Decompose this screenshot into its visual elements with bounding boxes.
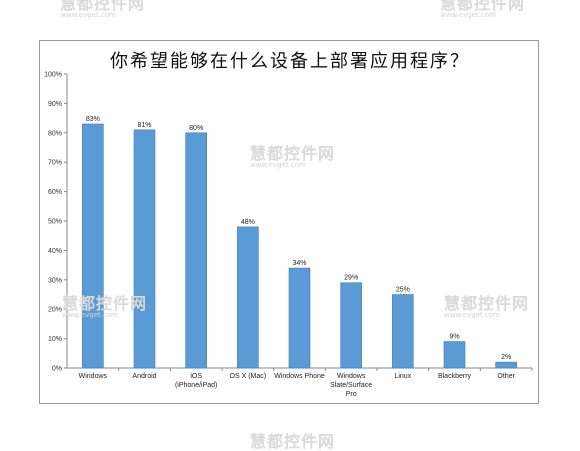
- x-tick-label: OS X (Mac): [230, 373, 267, 380]
- bar: [443, 341, 466, 369]
- y-tick-label: 60%: [48, 189, 62, 196]
- y-tick-label: 100%: [44, 72, 62, 79]
- data-label: 83%: [86, 116, 100, 123]
- data-label: 81%: [137, 122, 151, 129]
- y-tick-label: 0%: [52, 366, 62, 373]
- x-tick-label: Windows: [79, 373, 108, 380]
- watermark: 慧都控件网: [250, 432, 336, 451]
- chart-title: 你希望能够在什么设备上部署应用程序？: [110, 51, 470, 72]
- x-tick-label-line: Slate/Surface: [330, 382, 372, 389]
- x-tick-label-line: Windows Phone: [274, 373, 325, 380]
- bar: [495, 361, 517, 369]
- y-tick-label: 80%: [48, 130, 62, 137]
- y-tick-label: 10%: [48, 336, 62, 343]
- bar: [340, 282, 362, 369]
- data-label: 2%: [501, 354, 511, 361]
- bar-chart: 0% 10% 20% 30% 40% 50% 60% 70% 80% 90% 100% 83% Wind…: [44, 72, 533, 398]
- x-tick-label-line: Blackberry: [438, 373, 472, 380]
- data-label: 48%: [241, 219, 255, 226]
- x-tick-label-line: Pro: [346, 391, 357, 398]
- watermark: 慧都控件网 www.evget.com: [60, 0, 146, 19]
- x-tick-label: Linux: [394, 373, 411, 380]
- x-tick-label-line: Windows: [337, 373, 366, 380]
- x-tick-label: Android: [132, 373, 156, 380]
- watermark: 慧都控件网 www.evget.com: [440, 0, 526, 19]
- data-label: 34%: [292, 260, 306, 267]
- y-tick-label: 90%: [48, 101, 62, 108]
- y-tick-label: 20%: [48, 307, 62, 314]
- y-tick-label: 50%: [48, 219, 62, 226]
- y-tick-label: 40%: [48, 248, 62, 255]
- x-tick-label-line: OS X (Mac): [230, 373, 267, 380]
- x-tick-label: iOS (iPhone/iPad): [175, 373, 217, 389]
- y-tick-label: 30%: [48, 277, 62, 284]
- x-tick-label-line: Android: [132, 373, 156, 380]
- data-label: 25%: [396, 287, 410, 294]
- x-tick-label: Other: [497, 373, 515, 380]
- watermark: 慧都控件网 www.evget.com: [250, 144, 336, 169]
- x-tick-label: Windows Phone: [274, 373, 325, 380]
- data-label: 9%: [449, 334, 459, 341]
- x-tick-label: Windows Slate/Surface Pro: [330, 373, 372, 398]
- x-tick-label-line: Other: [497, 373, 515, 380]
- y-tick-label: 70%: [48, 160, 62, 167]
- data-label: 80%: [189, 125, 203, 132]
- bar: [185, 132, 207, 369]
- x-tick-label: Blackberry: [438, 373, 472, 380]
- watermark: 慧都控件网 www.evget.com: [444, 294, 530, 319]
- watermark: 慧都控件网 www.evget.com: [62, 294, 148, 319]
- bar: [82, 123, 104, 369]
- x-tick-label-line: (iPhone/iPad): [175, 382, 217, 389]
- x-tick-label-line: iOS: [190, 373, 202, 380]
- x-tick-label-line: Linux: [394, 373, 411, 380]
- bar: [133, 129, 156, 369]
- bar: [288, 267, 311, 369]
- bar: [392, 294, 414, 369]
- data-label: 29%: [344, 275, 358, 282]
- chart-frame: 你希望能够在什么设备上部署应用程序？ 0% 10% 20% 30% 40% 50% 60% 7…: [39, 40, 539, 404]
- x-tick-label-line: Windows: [79, 373, 108, 380]
- bar: [237, 226, 259, 369]
